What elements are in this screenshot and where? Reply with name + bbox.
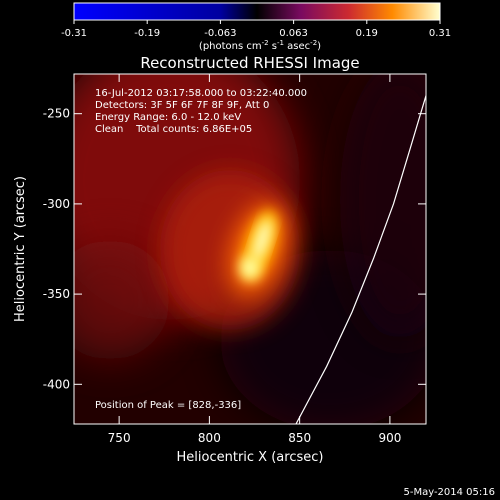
solar-limb-line (295, 95, 426, 424)
y-tick-label: -350 (43, 287, 70, 301)
annotation-block: 16-Jul-2012 03:17:58.000 to 03:22:40.000… (95, 88, 307, 135)
colorbar-tick-label: -0.063 (204, 28, 236, 39)
detectors-text: Detectors: 3F 5F 6F 7F 8F 9F, Att 0 (95, 100, 269, 111)
time-range-text: 16-Jul-2012 03:17:58.000 to 03:22:40.000 (95, 88, 307, 99)
x-axis: 750 800 850 900 (108, 74, 401, 445)
energy-range-text: Energy Range: 6.0 - 12.0 keV (95, 112, 241, 123)
colorbar-units: (photons cm-2 s-1 asec-2) (199, 39, 321, 52)
y-axis: -250 -300 -350 -400 (43, 107, 426, 391)
y-tick-label: -250 (43, 107, 70, 121)
colorbar-tick-label: -0.31 (61, 28, 87, 39)
clean-counts-text: Clean Total counts: 6.86E+05 (95, 124, 252, 135)
x-tick-label: 800 (198, 431, 221, 445)
colorbar: -0.31 -0.19 -0.063 0.063 0.19 0.31 (photons c… (61, 2, 451, 52)
peak-position-text: Position of Peak = [828,-336] (95, 400, 241, 411)
colorbar-tick-label: 0.063 (279, 28, 308, 39)
y-axis-label: Heliocentric Y (arcsec) (13, 176, 28, 322)
colorbar-tick-label: -0.19 (134, 28, 160, 39)
heatmap-image (74, 74, 426, 424)
chart-title: Reconstructed RHESSI Image (140, 54, 359, 72)
colorbar-tick-label: 0.31 (429, 28, 451, 39)
x-tick-label: 750 (108, 431, 131, 445)
x-tick-label: 900 (378, 431, 401, 445)
colorbar-gradient (73, 2, 441, 21)
plot-frame (73, 73, 427, 425)
y-tick-label: -400 (43, 377, 70, 391)
footer-date: 5-May-2014 05:16 (403, 487, 495, 498)
x-axis-label: Heliocentric X (arcsec) (177, 450, 324, 465)
x-tick-label: 850 (288, 431, 311, 445)
y-tick-label: -300 (43, 197, 70, 211)
colorbar-tick-label: 0.19 (356, 28, 378, 39)
